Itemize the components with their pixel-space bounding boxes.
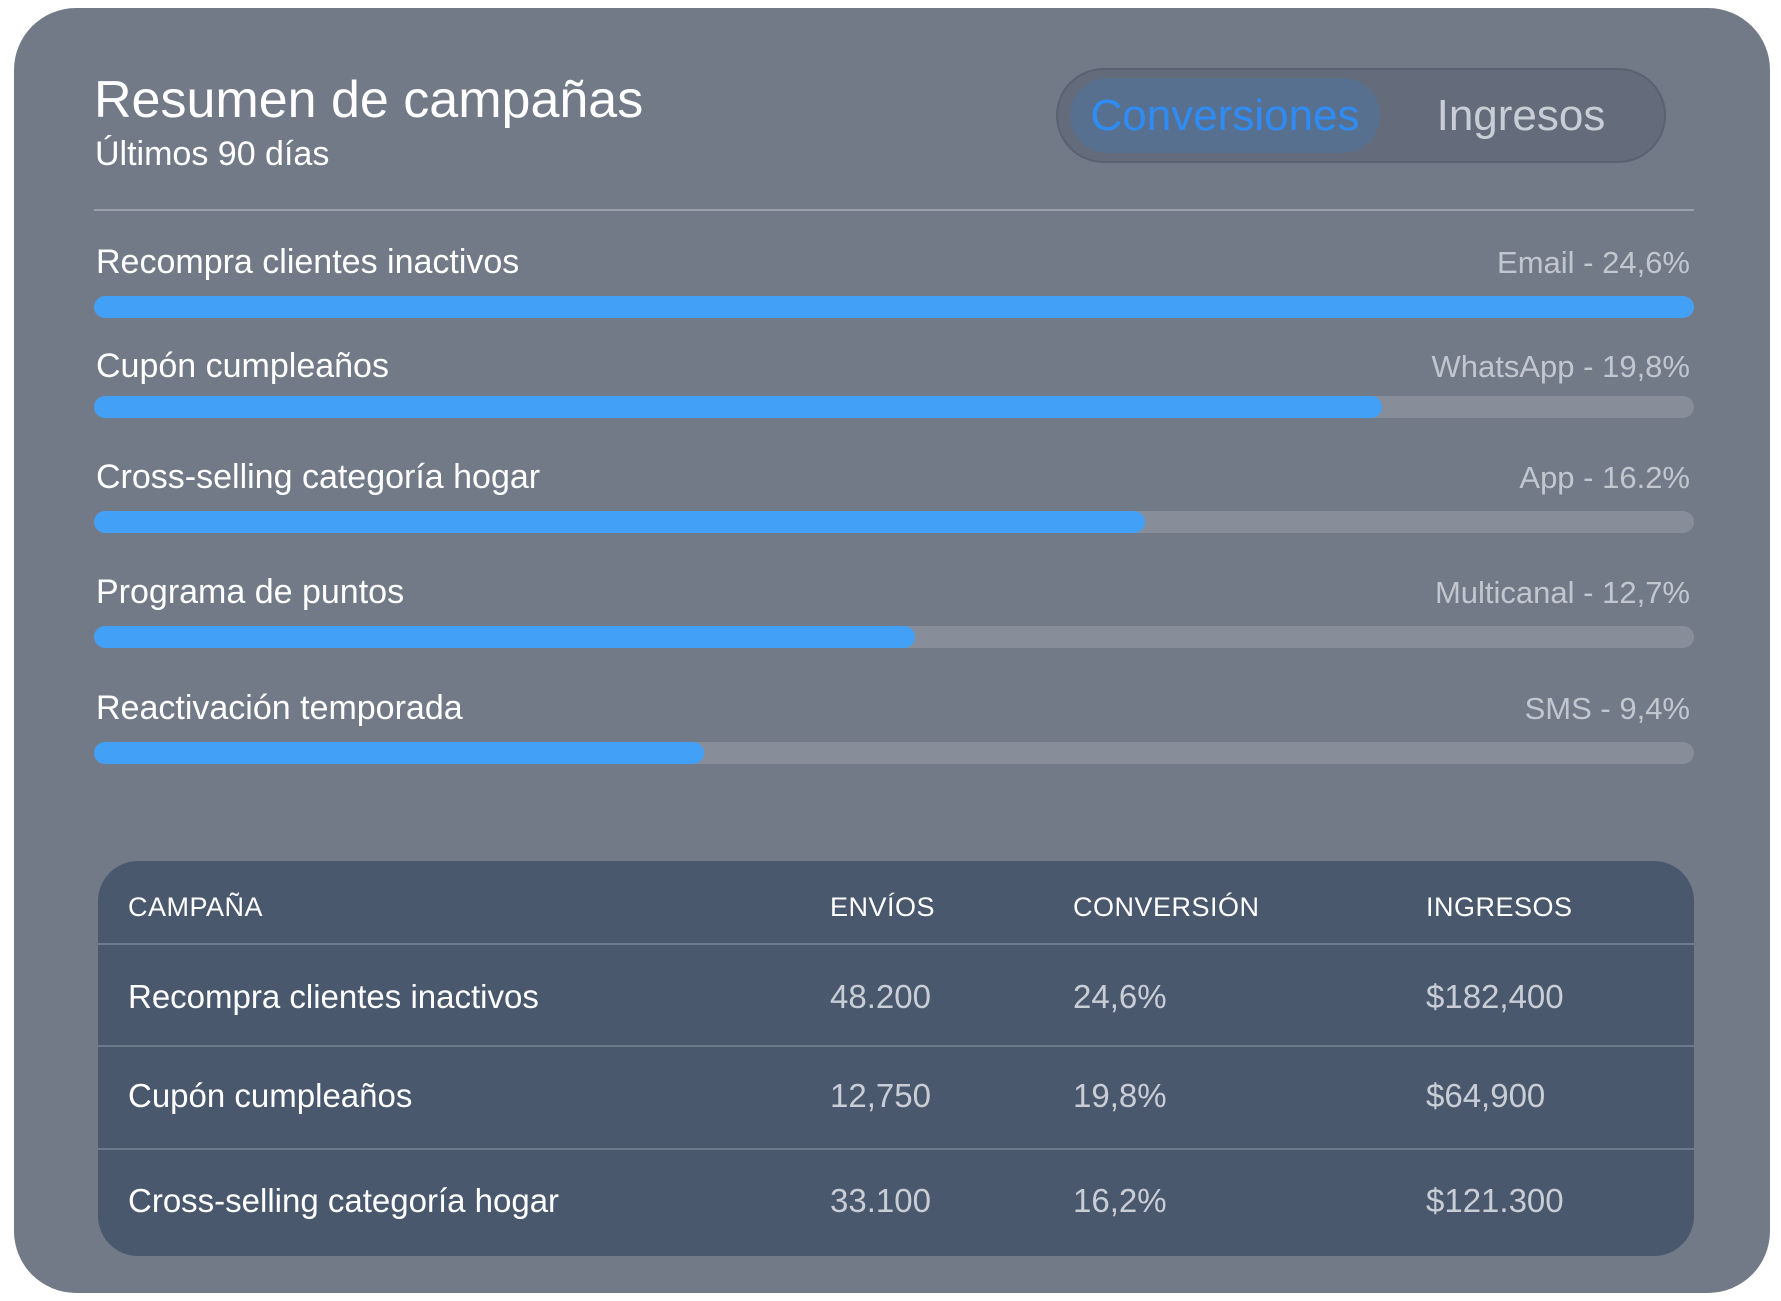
campaign-row: Programa de puntos Multicanal - 12,7% — [94, 572, 1694, 662]
toggle-ingresos[interactable]: Ingresos — [1436, 91, 1606, 140]
cell-envios: 48.200 — [830, 978, 931, 1015]
campaign-name: Programa de puntos — [96, 573, 405, 611]
table-row[interactable]: Cross-selling categoría hogar 33.100 16,… — [98, 1150, 1694, 1256]
cell-ingresos: $182,400 — [1426, 978, 1564, 1015]
cell-conversion: 19,8% — [1073, 1077, 1167, 1114]
campaign-summary-card: Resumen de campañas Últimos 90 días Conv… — [14, 8, 1770, 1293]
campaign-row: Cupón cumpleaños WhatsApp - 19,8% — [94, 346, 1694, 436]
page-subtitle: Últimos 90 días — [95, 135, 330, 173]
table-header: CAMPAÑA ENVÍOS CONVERSIÓN INGRESOS — [98, 861, 1694, 945]
cell-envios: 33.100 — [830, 1182, 931, 1219]
campaign-row: Cross-selling categoría hogar App - 16.2… — [94, 457, 1694, 547]
cell-conversion: 16,2% — [1073, 1182, 1167, 1219]
progress-fill — [94, 396, 1382, 418]
cell-ingresos: $121.300 — [1426, 1182, 1564, 1219]
campaign-channel-rate: Email - 24,6% — [1497, 245, 1690, 280]
campaign-name: Reactivación temporada — [96, 689, 463, 727]
toggle-conversiones[interactable]: Conversiones — [1070, 78, 1380, 153]
cell-campaign: Recompra clientes inactivos — [128, 978, 539, 1015]
table-row[interactable]: Recompra clientes inactivos 48.200 24,6%… — [98, 945, 1694, 1047]
progress-fill — [94, 511, 1146, 533]
campaign-name: Recompra clientes inactivos — [96, 243, 520, 281]
progress-fill — [94, 626, 915, 648]
progress-track — [94, 742, 1694, 764]
campaign-channel-rate: App - 16.2% — [1519, 460, 1690, 495]
progress-track — [94, 626, 1694, 648]
cell-campaign: Cross-selling categoría hogar — [128, 1182, 560, 1219]
campaign-channel-rate: WhatsApp - 19,8% — [1431, 349, 1690, 384]
campaign-row: Reactivación temporada SMS - 9,4% — [94, 688, 1694, 778]
progress-track — [94, 511, 1694, 533]
progress-fill — [94, 742, 704, 764]
cell-ingresos: $64,900 — [1426, 1077, 1546, 1114]
campaign-row: Recompra clientes inactivos Email - 24,6… — [94, 242, 1694, 332]
column-header-conversion[interactable]: CONVERSIÓN — [1073, 892, 1260, 922]
table-row[interactable]: Cupón cumpleaños 12,750 19,8% $64,900 — [98, 1047, 1694, 1150]
column-header-envios[interactable]: ENVÍOS — [830, 892, 936, 922]
progress-fill — [94, 296, 1694, 318]
metric-toggle: Conversiones Ingresos — [1056, 68, 1666, 163]
page-title: Resumen de campañas — [94, 71, 644, 129]
cell-campaign: Cupón cumpleaños — [128, 1077, 413, 1114]
progress-track — [94, 296, 1694, 318]
header-divider — [94, 209, 1694, 211]
cell-envios: 12,750 — [830, 1077, 931, 1114]
cell-conversion: 24,6% — [1073, 978, 1167, 1015]
campaign-channel-rate: Multicanal - 12,7% — [1434, 575, 1690, 610]
campaign-name: Cupón cumpleaños — [96, 347, 389, 385]
campaign-name: Cross-selling categoría hogar — [96, 458, 541, 496]
column-header-ingresos[interactable]: INGRESOS — [1426, 892, 1573, 922]
progress-track — [94, 396, 1694, 418]
campaign-table: CAMPAÑA ENVÍOS CONVERSIÓN INGRESOS Recom… — [98, 861, 1694, 1256]
campaign-channel-rate: SMS - 9,4% — [1524, 691, 1690, 726]
column-header-campana[interactable]: CAMPAÑA — [128, 892, 264, 922]
